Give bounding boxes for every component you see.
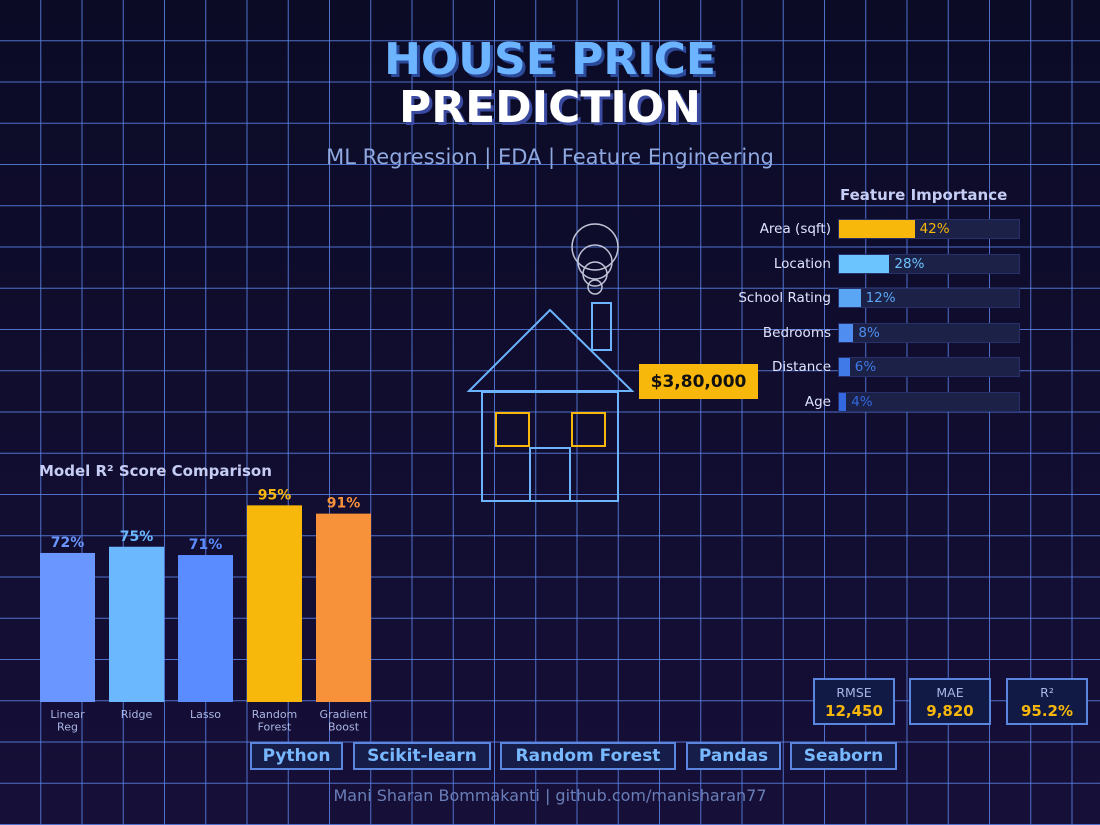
feature-row: School Rating 12% bbox=[738, 288, 1020, 309]
data-label: 71% bbox=[189, 537, 223, 553]
feature-value: 6% bbox=[854, 359, 877, 376]
category-label: Ridge bbox=[121, 708, 153, 721]
category-label: Linear bbox=[50, 708, 85, 721]
feature-row: Distance 6% bbox=[772, 357, 1020, 378]
smoke-icon bbox=[571, 223, 619, 295]
metric-card: RMSE 12,450 bbox=[813, 678, 895, 725]
feature-label: Distance bbox=[771, 359, 831, 376]
feature-row: Location 28% bbox=[774, 253, 1020, 274]
data-label: 91% bbox=[327, 496, 361, 512]
feature-bar bbox=[839, 323, 854, 342]
feature-bar bbox=[839, 254, 890, 273]
window-icons bbox=[495, 412, 606, 447]
feature-label: Age bbox=[804, 394, 831, 410]
feature-bar bbox=[839, 220, 915, 238]
tech-tag: Python bbox=[250, 742, 343, 770]
category-label: Gradient bbox=[320, 708, 369, 721]
metric-label: RMSE bbox=[836, 685, 872, 700]
data-label: 75% bbox=[120, 529, 154, 545]
metric-value: 95.2% bbox=[1020, 702, 1074, 720]
metric-value: 12,450 bbox=[825, 702, 883, 720]
feature-label: Location bbox=[773, 255, 831, 272]
metric-card: MAE 9,820 bbox=[909, 678, 991, 725]
feature-label: School Rating bbox=[738, 290, 831, 307]
category-label: Random bbox=[252, 708, 298, 721]
tech-tag: Seaborn bbox=[790, 742, 897, 770]
tech-tag: Pandas bbox=[686, 742, 781, 770]
category-label: Lasso bbox=[190, 708, 221, 721]
metric-label: R² bbox=[1040, 685, 1054, 700]
metric-label: MAE bbox=[936, 685, 964, 700]
subtitle: ML Regression | EDA | Feature Engineerin… bbox=[326, 145, 774, 169]
feature-row: Age 4% bbox=[805, 392, 1020, 412]
metric-value: 9,820 bbox=[926, 702, 974, 720]
footer-credit: Mani Sharan Bommakanti | github.com/mani… bbox=[333, 786, 767, 805]
feature-value: 12% bbox=[865, 290, 896, 307]
chart-title: Model R² Score Comparison bbox=[39, 462, 272, 480]
bar-3 bbox=[247, 505, 302, 702]
predicted-price-badge: $3,80,000 bbox=[639, 364, 758, 399]
bar-1 bbox=[109, 546, 164, 702]
house-icon bbox=[466, 302, 635, 502]
feature-value: 4% bbox=[851, 394, 873, 410]
bar-2 bbox=[178, 555, 233, 702]
title-line-2: PREDICTION bbox=[399, 82, 701, 133]
tech-tag: Scikit-learn bbox=[353, 742, 491, 770]
bar-4 bbox=[316, 513, 371, 702]
feature-value: 8% bbox=[858, 324, 880, 341]
feature-value: 28% bbox=[894, 255, 925, 272]
feature-value: 42% bbox=[919, 221, 950, 237]
feature-row: Area (sqft) 42% bbox=[760, 219, 1020, 239]
feature-bar bbox=[839, 358, 850, 377]
title-line-1: HOUSE PRICE bbox=[384, 34, 716, 85]
category-label: Forest bbox=[258, 721, 292, 734]
feature-bar bbox=[839, 393, 847, 411]
feature-row: Bedrooms 8% bbox=[763, 322, 1020, 343]
feature-label: Area (sqft) bbox=[759, 221, 831, 237]
bar-0 bbox=[40, 552, 95, 702]
category-label: Boost bbox=[328, 721, 360, 734]
data-label: 72% bbox=[51, 535, 85, 551]
category-label: Reg bbox=[57, 721, 78, 734]
metric-card: R² 95.2% bbox=[1006, 678, 1088, 725]
feature-label: Bedrooms bbox=[762, 324, 831, 341]
feature-bar bbox=[839, 289, 861, 308]
data-label: 95% bbox=[258, 487, 292, 503]
feature-importance-title: Feature Importance bbox=[840, 186, 1008, 204]
tech-tag: Random Forest bbox=[500, 742, 676, 770]
